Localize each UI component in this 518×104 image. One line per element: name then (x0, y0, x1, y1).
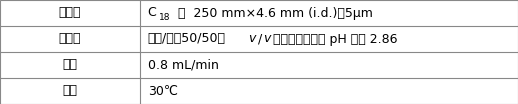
Text: v: v (263, 32, 270, 46)
Text: 18: 18 (159, 13, 170, 22)
Text: C: C (148, 6, 156, 20)
Text: 色谱柱: 色谱柱 (59, 6, 81, 20)
Text: 乙腈/水（50/50，: 乙腈/水（50/50， (148, 32, 226, 46)
Text: 流动相: 流动相 (59, 32, 81, 46)
Text: /: / (258, 32, 262, 46)
Text: 0.8 mL/min: 0.8 mL/min (148, 58, 219, 72)
Text: 柱  250 mm×4.6 mm (i.d.)，5μm: 柱 250 mm×4.6 mm (i.d.)，5μm (174, 6, 372, 20)
Text: 流速: 流速 (63, 58, 77, 72)
Text: v: v (248, 32, 256, 46)
Text: 30℃: 30℃ (148, 84, 178, 98)
Text: 柱温: 柱温 (63, 84, 77, 98)
Text: ），用磷酸调节 pH 值为 2.86: ），用磷酸调节 pH 值为 2.86 (273, 32, 397, 46)
